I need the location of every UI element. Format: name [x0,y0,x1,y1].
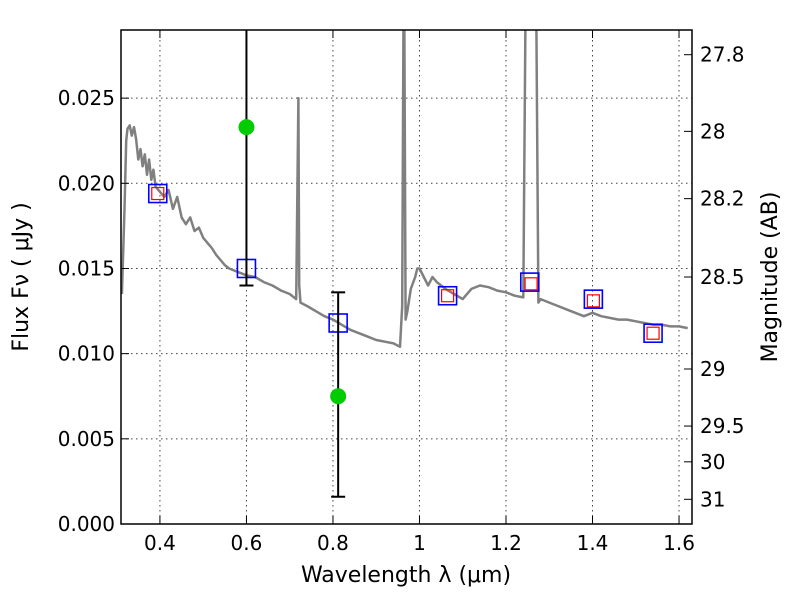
right-tick-label: 28.5 [700,265,745,289]
sed-model-line [121,30,688,349]
observed-photometry-marker [440,289,455,303]
y-tick-label: 0.000 [58,512,115,536]
x-tick-label: 1.2 [490,531,522,555]
y-tick-label: 0.005 [58,427,115,451]
y-axis-title: Flux Fν ( μJy ) [9,202,34,351]
right-tick-label: 29 [700,357,725,381]
observed-photometry-marker [524,277,538,291]
model-photometry-marker [643,323,663,344]
model-photometry-marker [147,183,168,204]
x-tick-label: 1 [413,531,426,555]
x-tick-label: 0.6 [231,531,263,555]
x-tick-label: 1.6 [663,531,695,555]
observed-photometry-marker [586,294,600,308]
right-tick-label: 27.8 [700,43,745,67]
y-tick-label: 0.010 [58,342,115,366]
plot-area [121,30,688,498]
tick-layer: 0.4 0.6 0.8 1 1.2 1.4 1.6 0.000 0.005 0.010 0.015 0… [58,30,745,555]
right-tick-label: 30 [700,450,725,474]
model-photometry-marker [583,289,604,309]
right-tick-label: 28 [700,119,725,143]
right-tick-label: 29.5 [700,414,745,438]
observed-photometry-marker [151,186,165,201]
x-axis-title: Wavelength λ (μm) [301,563,511,588]
model-photometry-marker [437,285,458,306]
green-data-point [238,119,255,136]
right-axis-title: Magnitude (AB) [758,192,783,363]
model-photometry-marker [519,272,540,292]
right-tick-label: 31 [700,487,725,511]
x-tick-label: 1.4 [577,531,609,555]
observed-photometry-marker [646,326,660,340]
x-tick-label: 0.4 [144,531,176,555]
y-tick-label: 0.020 [58,171,115,195]
series-layer [121,30,688,498]
y-tick-label: 0.015 [58,256,115,280]
right-tick-label: 28.2 [700,187,745,211]
x-tick-label: 0.8 [317,531,349,555]
green-data-point [330,388,347,405]
y-tick-label: 0.025 [58,86,115,110]
